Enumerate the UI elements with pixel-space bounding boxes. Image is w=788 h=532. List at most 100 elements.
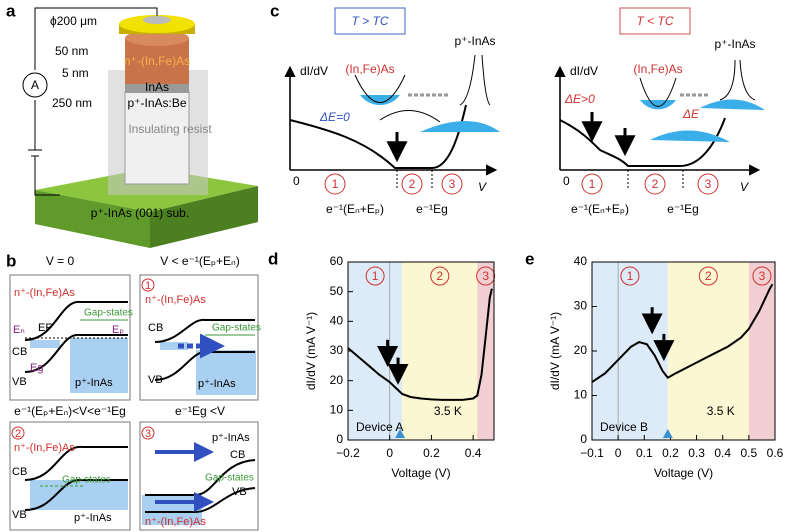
- curve: [559, 117, 726, 167]
- label: CB: [230, 449, 245, 461]
- region-circle: [698, 266, 718, 286]
- region-label: 3: [482, 269, 489, 283]
- label: e⁻¹Eg: [416, 202, 448, 216]
- region-label: 1: [627, 269, 634, 283]
- region-circle: [752, 266, 772, 286]
- label: p⁺-InAs: [198, 378, 236, 390]
- region-label: 2: [436, 269, 443, 283]
- x-tick-label: 0.3: [688, 446, 705, 460]
- x-tick-label: 0: [386, 446, 393, 460]
- substrate-label: p⁺-InAs (001) sub.: [91, 206, 189, 220]
- y-tick-label: 10: [330, 403, 344, 417]
- label: n⁺-(In,Fe)As: [145, 516, 206, 528]
- band-line: [639, 59, 756, 107]
- circle: [11, 426, 25, 440]
- circle: [441, 173, 463, 195]
- x-tick-label: 0.4: [714, 446, 731, 460]
- condition: T > TC: [351, 14, 388, 28]
- region-circle: [476, 266, 496, 286]
- label: ΔE: [682, 107, 700, 121]
- region-circle: [365, 266, 385, 286]
- label: 0: [563, 174, 570, 188]
- label: VB: [12, 376, 27, 388]
- label: p⁺-InAs: [714, 37, 755, 51]
- cond-box: [619, 7, 691, 35]
- y-tick-label: 40: [330, 314, 344, 328]
- y-label: dI/dV: [300, 64, 328, 78]
- layer-label: InAs: [145, 80, 169, 94]
- layer-label: n⁺-(In,Fe)As: [124, 54, 190, 68]
- panel-label: e: [525, 249, 534, 268]
- y-tick-label: 20: [330, 373, 344, 387]
- x-tick-label: −0.1: [580, 446, 604, 460]
- circle: [324, 173, 346, 195]
- x-tick-label: 0.6: [767, 446, 784, 460]
- region: [592, 262, 668, 440]
- region-label: 1: [372, 269, 379, 283]
- y-label: dI/dV: [570, 64, 598, 78]
- circle: [697, 173, 719, 195]
- band-line: [354, 54, 491, 123]
- cond-box: [334, 7, 406, 35]
- label: EF: [38, 322, 52, 334]
- label: CB: [12, 466, 27, 478]
- label: Eₙ: [13, 324, 25, 336]
- label: V: [478, 180, 487, 194]
- label: e⁻¹(Eₙ+Eₚ): [571, 202, 629, 216]
- box-title: V = 0: [46, 254, 75, 268]
- triangle: [395, 429, 406, 438]
- label: ΔE=0: [319, 110, 350, 124]
- band-box: [9, 421, 131, 531]
- label: 2: [15, 428, 21, 440]
- y-tick-label: 60: [330, 254, 344, 268]
- device: Device B: [600, 420, 648, 434]
- circuit: [28, 7, 158, 196]
- box-title: e⁻¹(Eₚ+Eₙ)<V<e⁻¹Eg: [14, 404, 126, 418]
- label: 2: [652, 177, 659, 191]
- label: Eg: [30, 362, 43, 374]
- label: CB: [12, 346, 27, 358]
- resist-label: Insulating resist: [128, 122, 212, 136]
- region-circle: [620, 266, 640, 286]
- x-tick-label: 0.2: [662, 446, 679, 460]
- label: 1: [145, 280, 151, 292]
- panel-label: a: [6, 1, 16, 20]
- label: p⁺-InAs: [212, 432, 250, 444]
- circle: [141, 426, 155, 440]
- box-title: V < e⁻¹(Eₚ+Eₙ): [160, 254, 240, 268]
- circle: [581, 173, 603, 195]
- label: e⁻¹(Eₙ+Eₚ): [326, 202, 384, 216]
- label: VB: [12, 509, 27, 521]
- region-circle: [430, 266, 450, 286]
- x-tick-label: 0.4: [465, 446, 482, 460]
- y-tick-label: 40: [574, 254, 588, 268]
- x-label: Voltage (V): [654, 466, 713, 480]
- y-tick-label: 0: [336, 432, 343, 446]
- thickness: 5 nm: [62, 66, 89, 80]
- label: ΔE>0: [564, 92, 595, 106]
- triangle: [662, 429, 673, 438]
- substrate-side: [150, 186, 258, 248]
- label: e⁻¹Eg: [667, 202, 699, 216]
- inas-layer: [125, 84, 189, 93]
- label: (In,Fe)As: [345, 62, 394, 76]
- y-tick-label: 0: [580, 432, 587, 446]
- device: Device A: [356, 420, 403, 434]
- frame: [591, 261, 776, 441]
- panel-a: a A ϕ200 μm 50 nm 5 nm 250 nm n⁺-(In,Fe)…: [6, 1, 258, 248]
- x-tick-label: 0.1: [636, 446, 653, 460]
- pillar: [124, 91, 190, 185]
- label: 2: [409, 177, 416, 191]
- y-label: dI/dV (mA V⁻¹): [304, 312, 318, 390]
- circle: [141, 278, 155, 292]
- label: CB: [148, 322, 163, 334]
- label: VB: [148, 374, 163, 386]
- panel-label: b: [6, 251, 16, 270]
- label: 1: [332, 177, 339, 191]
- label: 1: [589, 177, 596, 191]
- label: n⁺-(In,Fe)As: [14, 287, 75, 299]
- wire-contact: [143, 16, 171, 24]
- y-tick-label: 30: [574, 299, 588, 313]
- condition: T < TC: [636, 14, 673, 28]
